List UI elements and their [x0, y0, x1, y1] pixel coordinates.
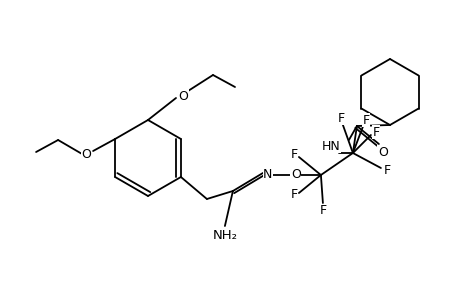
Text: HN: HN: [321, 140, 340, 152]
Text: F: F: [319, 205, 326, 218]
Text: F: F: [382, 164, 390, 178]
Text: F: F: [362, 113, 369, 127]
Text: F: F: [336, 112, 344, 124]
Text: O: O: [291, 169, 300, 182]
Text: F: F: [290, 188, 297, 202]
Text: NH₂: NH₂: [212, 230, 237, 242]
Text: N: N: [263, 169, 272, 182]
Text: O: O: [81, 148, 91, 160]
Text: F: F: [371, 125, 379, 139]
Text: O: O: [178, 89, 188, 103]
Text: O: O: [377, 146, 387, 158]
Text: F: F: [290, 148, 297, 161]
